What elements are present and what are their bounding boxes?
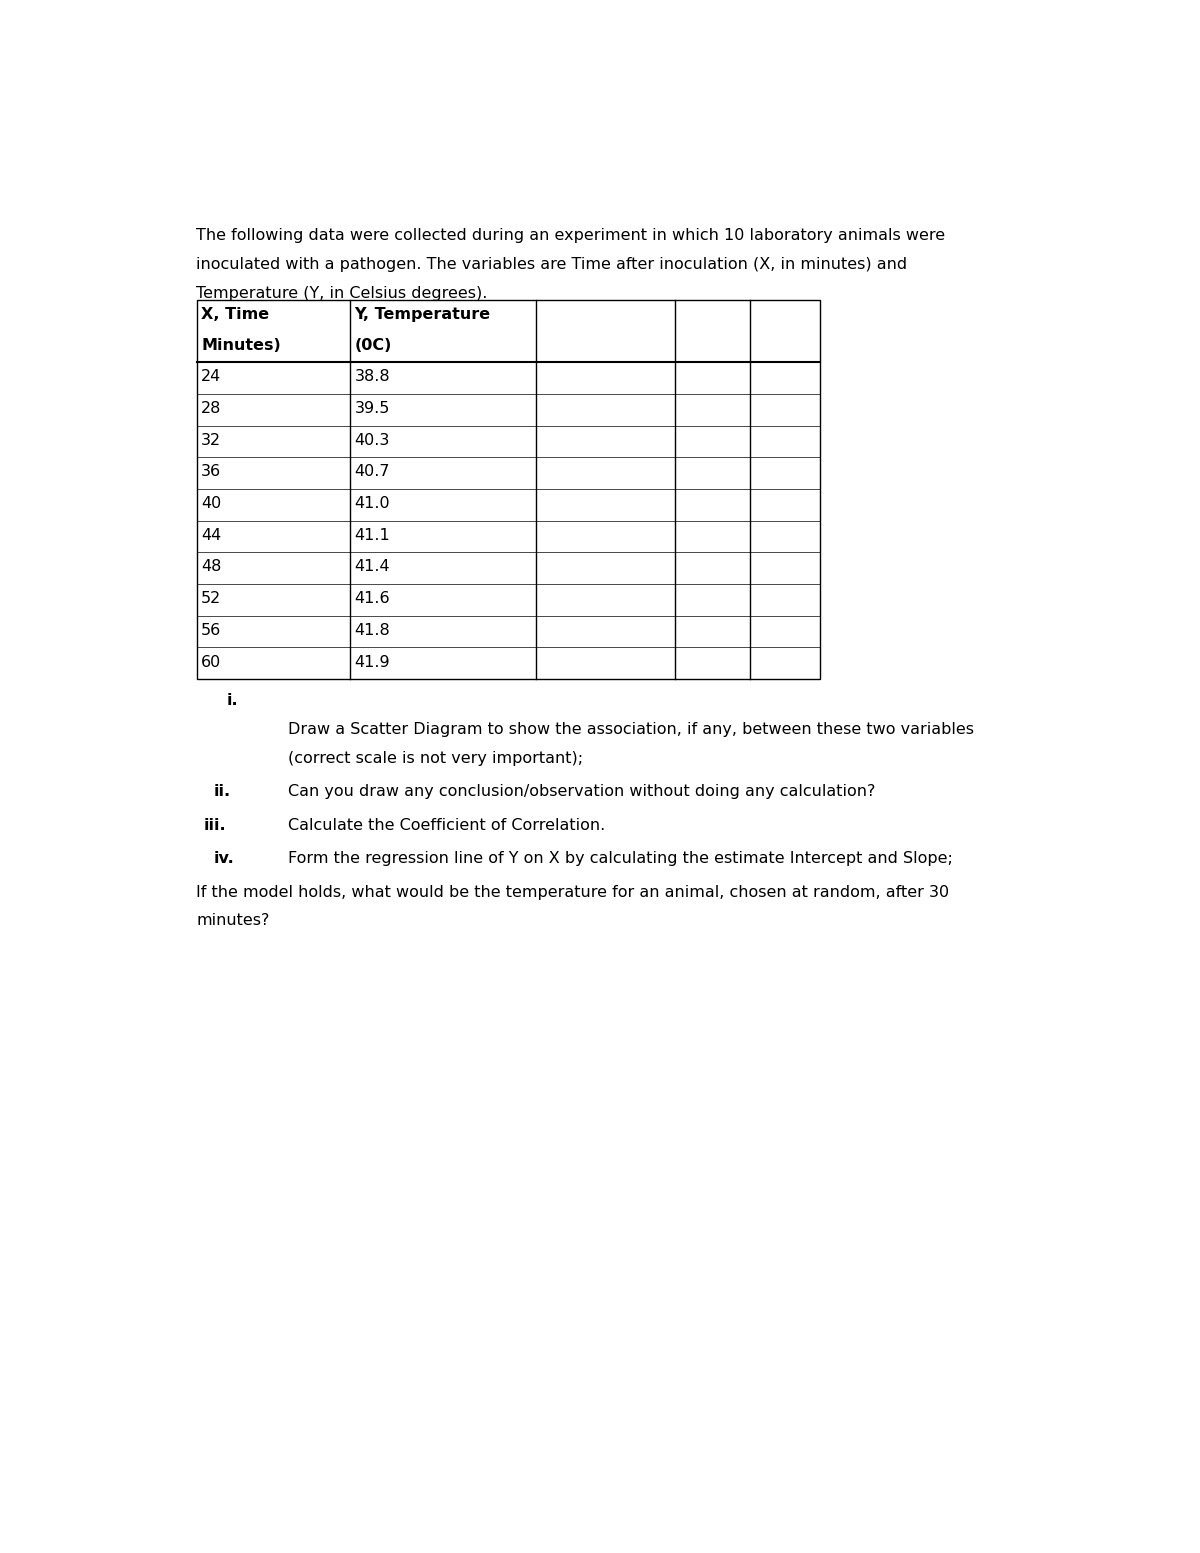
Text: 56: 56	[202, 623, 222, 638]
Text: Temperature (Y, in Celsius degrees).: Temperature (Y, in Celsius degrees).	[197, 286, 488, 301]
Text: Y, Temperature: Y, Temperature	[355, 307, 491, 321]
Text: 41.6: 41.6	[355, 592, 390, 606]
Text: Form the regression line of Y on X by calculating the estimate Intercept and Slo: Form the regression line of Y on X by ca…	[288, 851, 953, 867]
Text: 38.8: 38.8	[355, 370, 390, 384]
Text: 28: 28	[202, 401, 222, 416]
Text: The following data were collected during an experiment in which 10 laboratory an: The following data were collected during…	[197, 228, 946, 244]
Text: i.: i.	[227, 693, 238, 708]
Text: 40: 40	[202, 495, 222, 511]
Text: If the model holds, what would be the temperature for an animal, chosen at rando: If the model holds, what would be the te…	[197, 885, 949, 899]
Text: Minutes): Minutes)	[202, 339, 281, 353]
Text: 41.0: 41.0	[355, 495, 390, 511]
Text: Can you draw any conclusion/observation without doing any calculation?: Can you draw any conclusion/observation …	[288, 784, 875, 800]
Text: Draw a Scatter Diagram to show the association, if any, between these two variab: Draw a Scatter Diagram to show the assoc…	[288, 722, 973, 738]
Text: 41.1: 41.1	[355, 528, 390, 542]
Text: X, Time: X, Time	[202, 307, 269, 321]
Text: 39.5: 39.5	[355, 401, 390, 416]
Text: 60: 60	[202, 654, 222, 669]
Text: iii.: iii.	[204, 818, 227, 832]
Text: ii.: ii.	[214, 784, 230, 800]
Text: iv.: iv.	[214, 851, 234, 867]
Text: 32: 32	[202, 433, 221, 447]
Text: minutes?: minutes?	[197, 913, 270, 929]
Text: 41.8: 41.8	[355, 623, 390, 638]
Text: 36: 36	[202, 464, 221, 480]
Text: 40.3: 40.3	[355, 433, 390, 447]
Text: (0C): (0C)	[355, 339, 392, 353]
Text: 44: 44	[202, 528, 222, 542]
Bar	[197, 300, 820, 679]
Text: 41.9: 41.9	[355, 654, 390, 669]
Text: (correct scale is not very important);: (correct scale is not very important);	[288, 750, 583, 766]
Text: 41.4: 41.4	[355, 559, 390, 575]
Text: inoculated with a pathogen. The variables are Time after inoculation (X, in minu: inoculated with a pathogen. The variable…	[197, 256, 907, 272]
Text: 40.7: 40.7	[355, 464, 390, 480]
Text: 48: 48	[202, 559, 222, 575]
Text: Calculate the Coefficient of Correlation.: Calculate the Coefficient of Correlation…	[288, 818, 605, 832]
Text: 52: 52	[202, 592, 222, 606]
Text: 24: 24	[202, 370, 222, 384]
